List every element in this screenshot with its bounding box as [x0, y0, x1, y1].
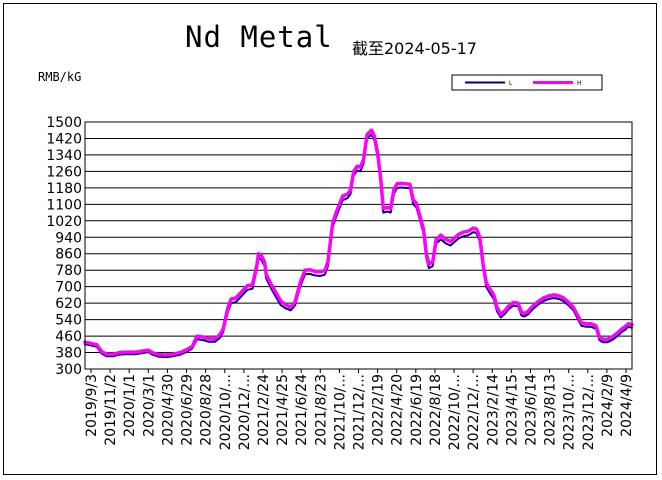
x-tick-label: 2024/4/9	[619, 374, 635, 437]
y-tick-label: 1260	[46, 164, 82, 180]
x-tick-label: 2023/8/13	[543, 374, 559, 446]
y-tick-label: 620	[55, 296, 82, 312]
x-tick-label: 2022/6/19	[409, 374, 425, 446]
y-tick-label: 1020	[46, 214, 82, 230]
chart-title: Nd Metal	[185, 20, 333, 54]
x-tick-label: 2020/4/30	[160, 374, 176, 446]
x-tick-label: 2020/3/1	[141, 374, 157, 437]
x-tick-label: 2020/12/...	[237, 374, 253, 450]
y-tick-label: 300	[55, 362, 82, 378]
x-tick-label: 2023/4/15	[504, 374, 520, 446]
x-tick-label: 2020/10/...	[218, 374, 234, 450]
y-tick-label: 700	[55, 280, 82, 296]
y-tick-label: 1340	[46, 148, 82, 164]
x-tick-label: 2019/11/2	[103, 374, 119, 446]
y-tick-label: 1500	[46, 115, 82, 131]
x-axis-ticks: 2019/9/3 2019/11/2 2020/1/1 2020/3/1 2020/4/…	[84, 369, 635, 450]
legend-label-L: L	[509, 80, 513, 87]
y-tick-label: 1420	[46, 131, 82, 147]
y-tick-label: 1100	[46, 197, 82, 213]
x-tick-label: 2020/1/1	[122, 374, 138, 437]
x-tick-label: 2021/12/...	[352, 374, 368, 450]
x-tick-label: 2022/8/18	[428, 374, 444, 446]
x-tick-label: 2024/2/9	[600, 374, 616, 437]
y-tick-label: 860	[55, 247, 82, 263]
series-line-H	[83, 128, 634, 357]
grid-lines	[85, 121, 632, 370]
legend-label-H: H	[577, 80, 582, 87]
x-tick-label: 2023/12/...	[581, 374, 597, 450]
x-tick-label: 2020/6/29	[180, 374, 196, 446]
x-tick-label: 2022/12/...	[466, 374, 482, 450]
x-tick-label: 2021/2/24	[256, 374, 272, 446]
x-tick-label: 2023/6/14	[523, 374, 539, 446]
y-tick-label: 940	[55, 230, 82, 246]
y-axis-ticks: 3003804605406207007808609401020110011801…	[46, 115, 82, 378]
y-tick-label: 380	[55, 346, 82, 362]
chart-subtitle: 截至2024-05-17	[352, 39, 477, 58]
y-tick-label: 780	[55, 263, 82, 279]
plot-area	[84, 121, 633, 370]
y-axis-unit-label: RMB/kG	[38, 70, 82, 84]
y-tick-label: 540	[55, 313, 82, 329]
y-tick-label: 460	[55, 329, 82, 345]
x-tick-label: 2019/9/3	[84, 374, 100, 437]
x-tick-label: 2021/10/...	[332, 374, 348, 450]
x-tick-label: 2021/6/24	[294, 374, 310, 446]
x-tick-label: 2022/10/...	[447, 374, 463, 450]
legend-box	[451, 74, 603, 91]
x-tick-label: 2021/4/25	[275, 374, 291, 446]
x-tick-label: 2020/8/28	[199, 374, 215, 446]
x-tick-label: 2022/2/19	[371, 374, 387, 446]
series-lines	[83, 128, 634, 359]
x-tick-label: 2023/10/...	[562, 374, 578, 450]
x-tick-label: 2021/8/23	[313, 374, 329, 446]
x-tick-label: 2023/2/14	[485, 374, 501, 446]
y-tick-label: 1180	[46, 181, 82, 197]
x-tick-label: 2022/4/20	[390, 374, 406, 446]
